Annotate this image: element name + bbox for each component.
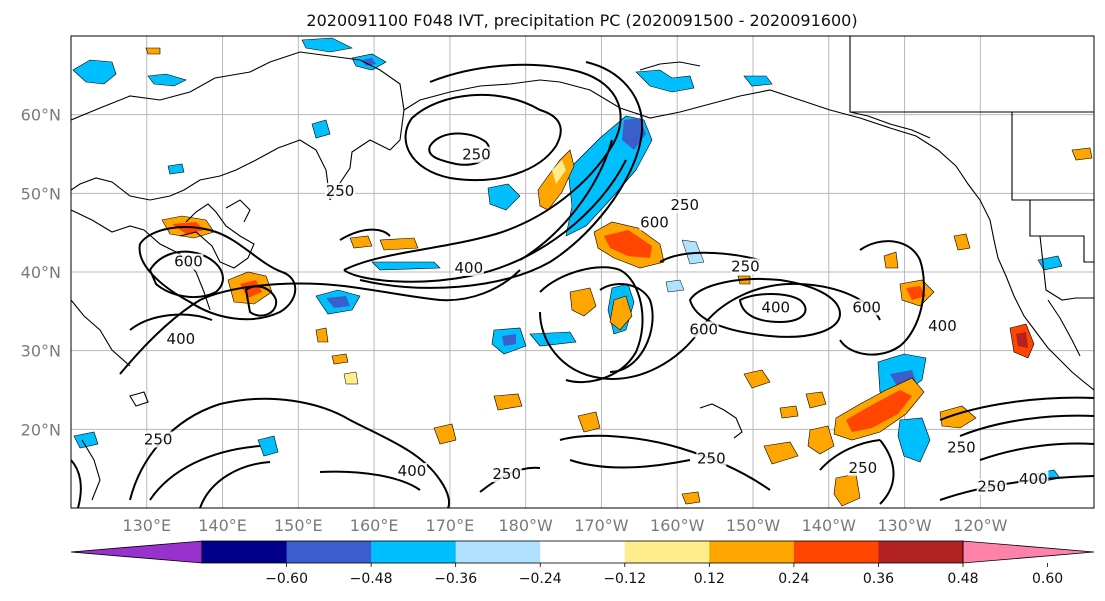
contour-label: 250 [492, 465, 521, 483]
contour-label: 250 [947, 438, 976, 456]
colorbar-segment [540, 541, 626, 563]
contour-label: 400 [1019, 470, 1048, 488]
latitude-tick-label: 50°N [21, 184, 61, 203]
contour-label: 600 [689, 320, 718, 338]
contour-label: 400 [761, 298, 790, 316]
colorbar-segment [286, 541, 372, 563]
coastlines [71, 36, 1094, 501]
contour-label-bg [325, 182, 356, 199]
colorbar-segment [624, 541, 710, 563]
longitude-tick-label: 160°W [650, 516, 705, 535]
colorbar-segment [878, 541, 964, 563]
contour-label-bg [453, 260, 484, 276]
colorbar-segment [709, 541, 795, 563]
colorbar-extend-low [70, 540, 203, 564]
colorbar-tick-label: −0.60 [265, 571, 308, 587]
contour-label-bg [927, 318, 958, 335]
latitude-labels: 60°N 50°N 40°N 30°N 20°N [21, 106, 61, 440]
contour-label-bg [847, 459, 878, 476]
longitude-tick-label: 160°E [350, 516, 399, 535]
longitude-tick-label: 140°E [198, 516, 247, 535]
contour-label: 250 [462, 146, 491, 164]
colorbar-tick-label: −0.36 [434, 571, 477, 587]
colorbar-segment [371, 541, 457, 563]
contour-label-bg [491, 466, 522, 483]
longitude-tick-label: 150°E [274, 516, 323, 535]
contour-label: 600 [852, 298, 881, 316]
contour-label-bg [1018, 470, 1049, 487]
colorbar-extend-high [962, 540, 1095, 564]
contour-label: 250 [326, 182, 355, 200]
longitude-labels: 130°E 140°E 150°E 160°E 170°E 180°W 170°W 160°W… [122, 516, 1007, 535]
contour-label-bg [946, 439, 977, 456]
colorbar-tick-label: −0.12 [603, 571, 646, 587]
colorbar-segment [455, 541, 541, 563]
contour-label: 600 [640, 213, 669, 231]
colorbar-tick-label: −0.24 [519, 571, 562, 587]
longitude-tick-label: 170°W [574, 516, 629, 535]
longitude-tick-label: 180°W [498, 516, 553, 535]
longitude-tick-label: 170°E [426, 516, 475, 535]
contour-label-bg [688, 321, 719, 338]
colorbar-tick-label: −0.48 [350, 571, 393, 587]
colorbar-tick-label: 0.24 [778, 571, 809, 587]
colorbar-tick-label: 0.36 [863, 571, 894, 587]
contour-label-bg [639, 214, 670, 231]
precip-shading [72, 37, 1093, 507]
longitude-tick-label: 140°W [802, 516, 857, 535]
longitude-tick-label: 120°W [953, 516, 1008, 535]
contour-label-bg [397, 462, 427, 479]
latitude-tick-label: 60°N [21, 106, 61, 125]
figure-title: 2020091100 F048 IVT, precipitation PC (2… [306, 11, 857, 30]
contour-label: 400 [455, 259, 484, 277]
map-frame [70, 35, 1095, 509]
contour-label: 400 [398, 462, 427, 480]
contour-label-bg [730, 258, 761, 275]
longitude-tick-label: 150°W [726, 516, 781, 535]
colorbar: −0.60 −0.48 −0.36 −0.24 −0.12 0.12 0.24 0.36 0.4… [70, 540, 1095, 587]
contour-label-bg [173, 253, 204, 270]
contour-label: 400 [167, 330, 196, 348]
contour-label-bg [696, 450, 727, 467]
colorbar-tick-label: 0.48 [947, 571, 978, 587]
contour-label: 250 [144, 430, 173, 448]
longitude-tick-label: 130°E [122, 516, 171, 535]
contour-label: 250 [849, 459, 878, 477]
contour-label: 250 [977, 478, 1006, 496]
contour-label: 250 [670, 196, 699, 214]
longitude-tick-label: 130°W [877, 516, 932, 535]
contour-label: 400 [928, 317, 957, 335]
contour-label: 250 [697, 449, 726, 467]
contour-label-bg [143, 431, 174, 448]
colorbar-segment [202, 541, 288, 563]
contour-label: 600 [174, 253, 203, 271]
latitude-tick-label: 20°N [21, 420, 61, 439]
colorbar-segment [793, 541, 879, 563]
colorbar-tick-label: 0.12 [694, 571, 725, 587]
colorbar-tick-label: 0.60 [1032, 571, 1063, 587]
latitude-tick-label: 30°N [21, 342, 61, 361]
latitude-tick-label: 40°N [21, 263, 61, 282]
contour-label-bg [669, 197, 700, 214]
contour-label-bg [976, 478, 1007, 495]
contour-label-bg [165, 330, 196, 347]
colorbar-frame [201, 540, 964, 564]
contour-label-bg [760, 299, 791, 316]
contour-label-bg [851, 299, 882, 316]
contour-label: 250 [731, 257, 760, 275]
contour-label-bg [461, 146, 492, 163]
